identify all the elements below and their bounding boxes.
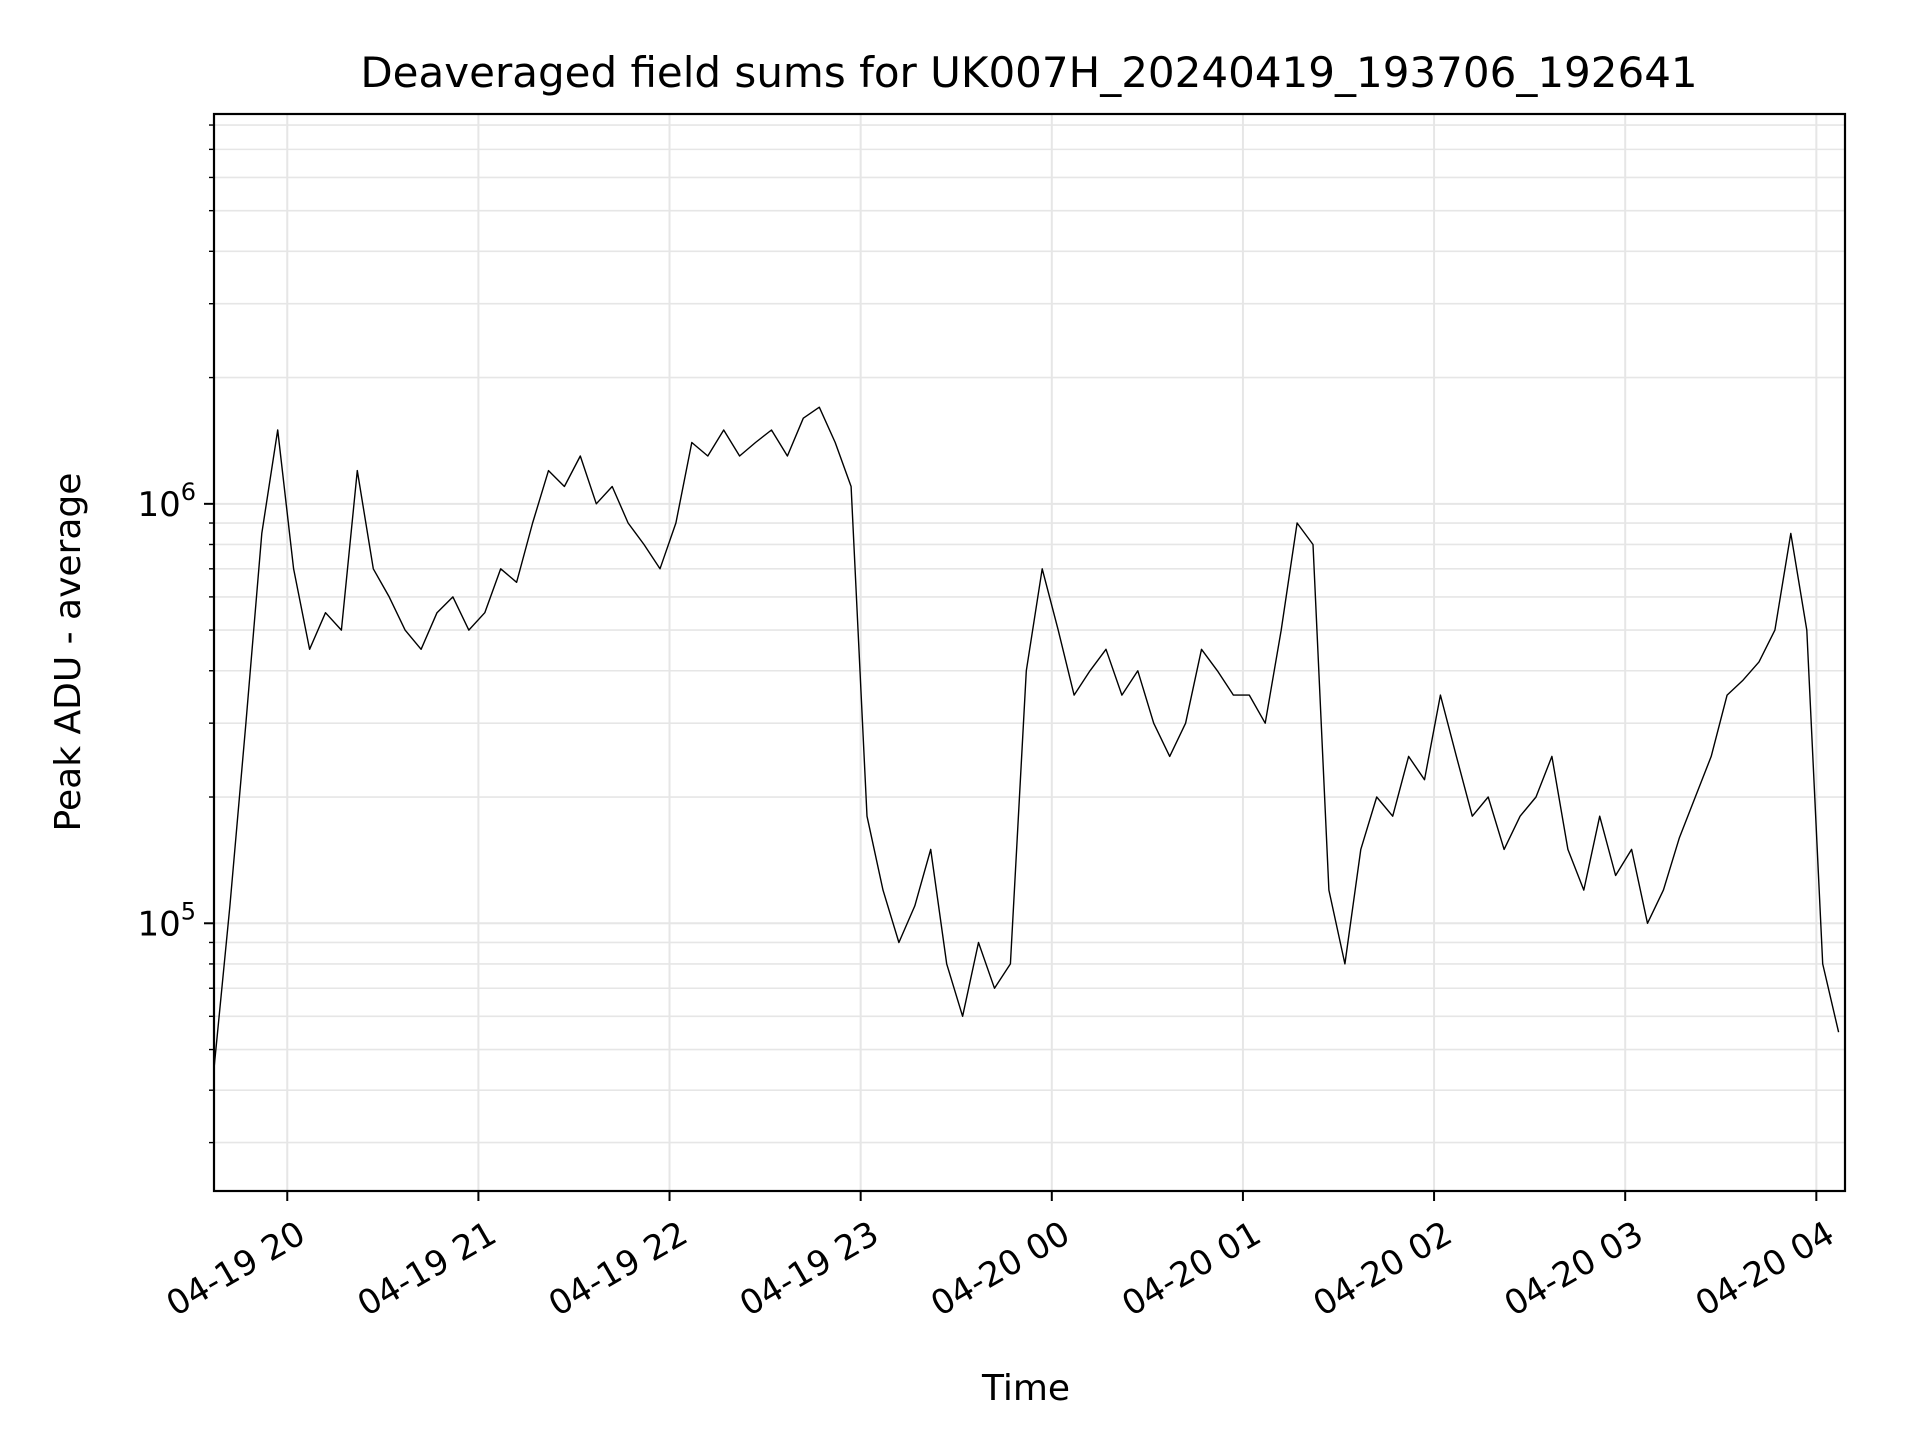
x-axis-label: Time xyxy=(981,1368,1070,1409)
y-axis-label: Peak ADU - average xyxy=(48,473,89,832)
data-series xyxy=(213,406,1840,1069)
y-tick-label: 106 xyxy=(137,478,196,525)
y-axis-ticks: 105 106 xyxy=(137,124,214,1144)
plot-frame xyxy=(212,112,1847,1193)
y-tick-label: 105 xyxy=(137,897,196,944)
series-line xyxy=(213,406,1840,1069)
grid xyxy=(214,114,1845,1191)
chart-title: Deaveraged field sums for UK007H_2024041… xyxy=(360,48,1697,97)
